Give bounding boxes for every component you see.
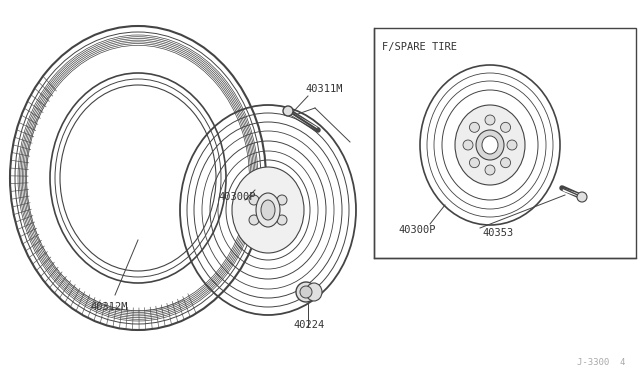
Ellipse shape xyxy=(577,192,587,202)
Ellipse shape xyxy=(249,195,259,205)
Text: 40300P: 40300P xyxy=(218,192,255,202)
Ellipse shape xyxy=(485,115,495,125)
Ellipse shape xyxy=(500,122,511,132)
Ellipse shape xyxy=(476,130,504,160)
Ellipse shape xyxy=(277,215,287,225)
Ellipse shape xyxy=(485,165,495,175)
Text: 40224: 40224 xyxy=(293,320,324,330)
Ellipse shape xyxy=(296,282,316,302)
Text: J-3300  4: J-3300 4 xyxy=(577,358,625,367)
Ellipse shape xyxy=(306,283,322,301)
Text: 40353: 40353 xyxy=(482,228,513,238)
Ellipse shape xyxy=(470,158,479,168)
Ellipse shape xyxy=(300,286,312,298)
Ellipse shape xyxy=(463,140,473,150)
Ellipse shape xyxy=(261,200,275,220)
Text: F/SPARE TIRE: F/SPARE TIRE xyxy=(382,42,457,52)
Ellipse shape xyxy=(500,158,511,168)
Text: 40312M: 40312M xyxy=(90,302,127,312)
Ellipse shape xyxy=(256,193,280,227)
Text: 40311M: 40311M xyxy=(305,84,342,94)
Ellipse shape xyxy=(470,122,479,132)
Ellipse shape xyxy=(249,215,259,225)
Text: 40300P: 40300P xyxy=(398,225,435,235)
Ellipse shape xyxy=(482,136,498,154)
Ellipse shape xyxy=(507,140,517,150)
Ellipse shape xyxy=(232,167,304,253)
Ellipse shape xyxy=(277,195,287,205)
Ellipse shape xyxy=(283,106,293,116)
Ellipse shape xyxy=(455,105,525,185)
Bar xyxy=(374,28,636,258)
